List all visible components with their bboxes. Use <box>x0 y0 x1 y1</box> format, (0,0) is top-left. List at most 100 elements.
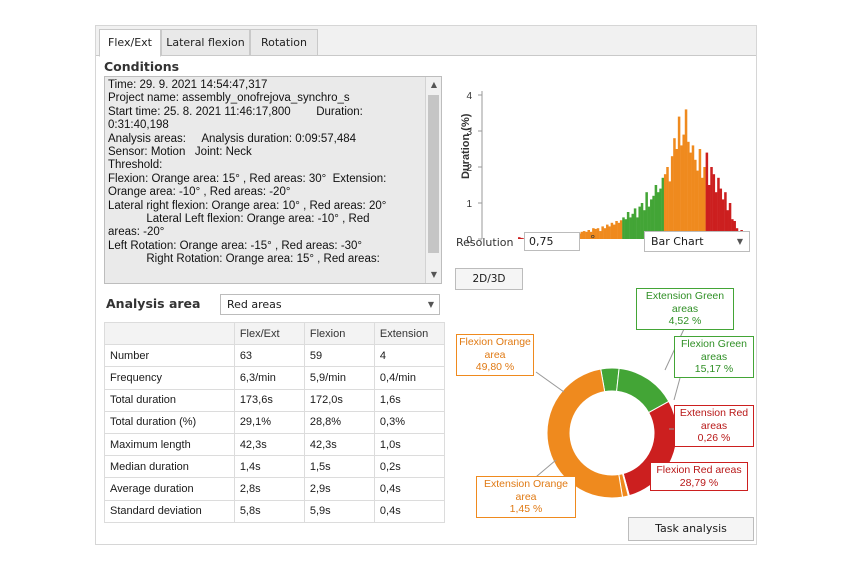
table-cell: 5,9/min <box>303 366 375 390</box>
histogram-bar <box>698 149 702 239</box>
histogram-bar <box>587 230 591 239</box>
analysis-window: Flex/Ext Lateral flexion Rotation Condit… <box>95 25 757 545</box>
histogram-bar <box>656 192 660 239</box>
callout-extension-orange: Extension Orange area 1,45 % <box>476 476 576 518</box>
histogram-bar <box>724 192 727 239</box>
histogram-bar <box>691 145 695 239</box>
histogram-bar <box>670 156 674 239</box>
histogram-bar <box>522 238 526 239</box>
table-cell: 1,5s <box>303 455 375 479</box>
toggle-2d3d-button[interactable]: 2D/3D <box>455 268 523 290</box>
conditions-title: Conditions <box>104 59 180 74</box>
histogram-bar <box>582 231 586 239</box>
table-row-label: Standard deviation <box>104 499 235 523</box>
table-row: Number 63 59 4 <box>104 344 446 368</box>
histogram-bar <box>659 188 662 239</box>
table-cell: 0,2s <box>373 455 446 479</box>
table-row: Maximum length 42,3s 42,3s 1,0s <box>104 432 446 457</box>
scroll-thumb[interactable] <box>428 95 439 253</box>
table-header-row: Flex/Ext Flexion Extension <box>104 321 446 346</box>
histogram-bar <box>719 188 723 239</box>
histogram-bar <box>608 226 611 239</box>
histogram-bar <box>661 177 665 239</box>
histogram-bar <box>638 206 641 239</box>
scroll-down-icon[interactable]: ▼ <box>430 270 438 279</box>
histogram-bar <box>622 217 625 239</box>
scroll-up-icon[interactable]: ▲ <box>430 80 438 89</box>
histogram-bar <box>721 199 725 239</box>
histogram-bar <box>626 212 630 239</box>
histogram-bar <box>654 185 658 239</box>
histogram-bar <box>643 210 646 239</box>
resolution-input[interactable]: 0,75 <box>524 232 580 251</box>
table-row-label: Average duration <box>104 477 235 501</box>
histogram-bar <box>689 152 692 239</box>
histogram-bar <box>599 231 602 239</box>
table-row-label: Number <box>104 344 235 368</box>
task-analysis-button[interactable]: Task analysis <box>628 517 754 541</box>
histogram-bar <box>633 208 637 239</box>
histogram-bar <box>712 174 716 239</box>
histogram-bar <box>687 141 690 239</box>
histogram-bar <box>710 167 713 239</box>
table-cell: 0,4s <box>373 499 446 523</box>
table-cell: 2,8s <box>233 477 305 501</box>
histogram-bar <box>624 219 628 239</box>
table-row-label: Median duration <box>104 455 235 479</box>
histogram-bar <box>612 224 616 239</box>
table-cell: 1,4s <box>233 455 305 479</box>
table-cell: 2,9s <box>303 477 375 501</box>
tab-flex-ext[interactable]: Flex/Ext <box>99 29 161 57</box>
histogram-bar <box>596 228 600 239</box>
table-row-label: Maximum length <box>104 432 235 457</box>
table-cell: 172,0s <box>303 388 375 412</box>
histogram-bar <box>589 231 593 239</box>
tab-lateral-flexion[interactable]: Lateral flexion <box>161 29 250 56</box>
table-row-label: Total duration (%) <box>104 410 235 434</box>
histogram-bar <box>652 195 655 239</box>
areas-donut-chart <box>529 315 691 499</box>
conditions-scrollbar[interactable]: ▲ ▼ <box>425 77 441 283</box>
statistics-table: Flex/Ext Flexion Extension Number 63 59 4 Fr… <box>104 321 446 523</box>
analysis-area-select[interactable]: Red areas ▼ <box>220 294 440 315</box>
conditions-textbox[interactable]: Time: 29. 9. 2021 14:54:47,317 Project n… <box>104 76 442 284</box>
histogram-bar <box>636 217 639 239</box>
analysis-area-label: Analysis area <box>106 296 201 311</box>
histogram-bar <box>629 217 632 239</box>
histogram-bar <box>617 222 621 239</box>
histogram-ylabel: Duration (%) <box>460 113 472 179</box>
histogram-bar <box>696 170 699 239</box>
histogram-tick-label: 2 <box>466 163 472 174</box>
histogram-bar <box>585 231 588 239</box>
table-cell: 5,8s <box>233 499 305 523</box>
callout-leader-line <box>673 377 681 401</box>
table-header: Extension <box>373 321 446 346</box>
table-cell: 63 <box>233 344 305 368</box>
histogram-bar <box>733 221 736 239</box>
histogram-bar <box>682 134 685 239</box>
chevron-down-icon: ▼ <box>736 237 743 246</box>
callout-extension-red: Extension Red areas 0,26 % <box>674 405 754 447</box>
histogram-bar <box>592 228 595 239</box>
histogram-bar <box>703 167 706 239</box>
histogram-bar <box>580 231 584 239</box>
chart-type-select[interactable]: Bar Chart ▼ <box>644 231 750 252</box>
tab-rotation[interactable]: Rotation <box>250 29 318 56</box>
table-cell: 5,9s <box>303 499 375 523</box>
conditions-text: Time: 29. 9. 2021 14:54:47,317 Project n… <box>108 79 387 266</box>
callout-extension-green: Extension Green areas 4,52 % <box>636 288 734 330</box>
histogram-bar <box>645 192 648 239</box>
table-body: Number 63 59 4 Frequency 6,3/min 5,9/min 0,4/mi… <box>104 344 446 523</box>
table-row-label: Total duration <box>104 388 235 412</box>
table-cell: 0,3% <box>373 410 446 434</box>
tab-bar: Flex/Ext Lateral flexion Rotation <box>96 26 756 57</box>
table-cell: 1,0s <box>373 432 446 457</box>
histogram-bar <box>518 237 521 239</box>
histogram-bar <box>647 206 651 239</box>
histogram-bar <box>615 221 618 239</box>
histogram-bar <box>675 149 679 239</box>
histogram-bar <box>594 228 597 239</box>
chevron-down-icon: ▼ <box>427 300 434 309</box>
table-row: Median duration 1,4s 1,5s 0,2s <box>104 455 446 479</box>
table-cell: 42,3s <box>233 432 305 457</box>
